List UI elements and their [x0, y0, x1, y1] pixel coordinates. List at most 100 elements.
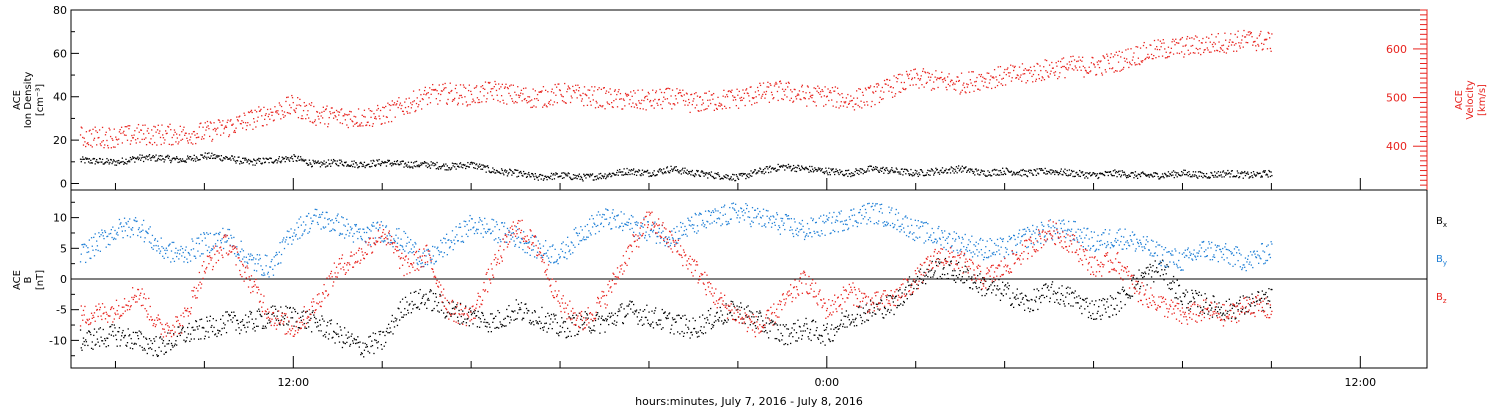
velocity-point-1052 — [851, 99, 853, 102]
velocity-point-201 — [227, 119, 229, 121]
velocity-point-467 — [422, 98, 424, 101]
velocity-point-1284 — [1021, 63, 1024, 65]
density-point-741 — [623, 168, 625, 170]
velocity-point-977 — [796, 94, 798, 97]
velocity-point-792 — [660, 91, 663, 94]
density-point-628 — [540, 178, 542, 180]
velocity-point-1082 — [873, 86, 875, 88]
velocity-point-1546 — [1214, 50, 1216, 52]
velocity-point-214 — [236, 119, 239, 121]
density-point-1452 — [1145, 174, 1147, 176]
bx-point-170 — [204, 335, 206, 337]
bx-point-84 — [141, 346, 143, 349]
velocity-point-353 — [338, 111, 341, 113]
bx-point-1388 — [1098, 305, 1100, 308]
bx-point-589 — [511, 310, 514, 313]
density-point-494 — [442, 165, 444, 167]
density-point-678 — [577, 174, 579, 177]
bx-point-1283 — [1021, 292, 1023, 294]
density-point-1615 — [1264, 170, 1266, 172]
velocity-point-1208 — [966, 83, 968, 85]
density-point-796 — [663, 172, 666, 174]
density-point-68 — [129, 156, 132, 159]
velocity-point-644 — [552, 104, 554, 106]
density-point-1114 — [897, 171, 899, 173]
velocity-point-1567 — [1229, 39, 1231, 41]
velocity-point-834 — [691, 103, 693, 106]
velocity-point-1013 — [823, 105, 825, 107]
density-point-1200 — [960, 167, 962, 169]
density-point-258 — [269, 157, 271, 159]
velocity-point-1023 — [830, 92, 832, 94]
density-point-344 — [332, 161, 334, 163]
velocity-point-56 — [120, 126, 123, 128]
density-point-516 — [458, 166, 460, 168]
velocity-point-1398 — [1105, 71, 1107, 73]
bx-point-1091 — [880, 299, 882, 301]
bx-point-476 — [429, 291, 431, 293]
velocity-point-170 — [204, 122, 206, 124]
bx-point-207 — [231, 321, 234, 323]
bx-point-94 — [148, 338, 151, 340]
density-point-194 — [222, 159, 224, 161]
bx-point-58 — [122, 329, 124, 332]
density-point-781 — [652, 173, 655, 176]
velocity-point-377 — [356, 121, 358, 124]
density-point-385 — [362, 163, 364, 166]
velocity-point-793 — [661, 107, 663, 110]
density-point-1458 — [1149, 174, 1151, 176]
velocity-point-368 — [349, 118, 352, 120]
density-point-1510 — [1187, 175, 1189, 177]
bx-point-202 — [228, 313, 230, 316]
density-point-14 — [90, 159, 92, 162]
velocity-point-1364 — [1080, 69, 1082, 71]
density-point-556 — [487, 167, 490, 169]
density-point-40 — [109, 161, 111, 164]
bx-point-566 — [495, 315, 497, 317]
bx-point-211 — [234, 315, 236, 317]
bx-point-452 — [411, 300, 413, 303]
bx-point-1103 — [889, 311, 891, 314]
bx-point-912 — [748, 310, 751, 312]
velocity-point-264 — [273, 119, 275, 121]
velocity-point-879 — [724, 96, 726, 98]
bx-point-1141 — [916, 275, 919, 278]
bx-point-717 — [605, 320, 608, 322]
density-point-1265 — [1007, 170, 1010, 172]
bx-point-184 — [214, 333, 217, 335]
velocity-point-182 — [213, 122, 215, 124]
density-point-181 — [212, 154, 214, 156]
density-point-97 — [151, 156, 153, 159]
bx-point-878 — [723, 319, 726, 321]
density-point-1039 — [842, 173, 844, 176]
bx-point-1562 — [1225, 300, 1228, 302]
velocity-point-1351 — [1070, 60, 1073, 63]
bx-point-1289 — [1025, 295, 1027, 297]
bx-point-218 — [239, 321, 242, 323]
bx-point-655 — [560, 331, 562, 333]
bx-point-837 — [693, 327, 696, 330]
velocity-point-1325 — [1051, 67, 1054, 69]
density-point-677 — [576, 177, 578, 180]
bx-point-1261 — [1004, 284, 1007, 286]
density-point-1230 — [982, 170, 984, 172]
velocity-point-646 — [553, 101, 556, 103]
velocity-point-690 — [586, 94, 588, 97]
velocity-point-839 — [695, 92, 697, 94]
density-point-612 — [528, 174, 531, 176]
velocity-point-799 — [666, 87, 668, 90]
velocity-point-718 — [606, 101, 608, 103]
velocity-point-267 — [275, 110, 278, 112]
bx-point-1603 — [1255, 300, 1258, 303]
velocity-point-253 — [265, 113, 267, 115]
velocity-point-686 — [583, 104, 585, 107]
density-point-1002 — [814, 168, 817, 171]
bx-point-766 — [641, 324, 644, 326]
bx-point-33 — [104, 337, 106, 340]
velocity-point-1369 — [1084, 67, 1086, 69]
bx-point-1563 — [1226, 312, 1228, 315]
bx-point-180 — [211, 330, 214, 333]
bx-point-1293 — [1028, 300, 1030, 302]
velocity-point-448 — [408, 97, 410, 99]
velocity-point-1449 — [1142, 44, 1145, 47]
